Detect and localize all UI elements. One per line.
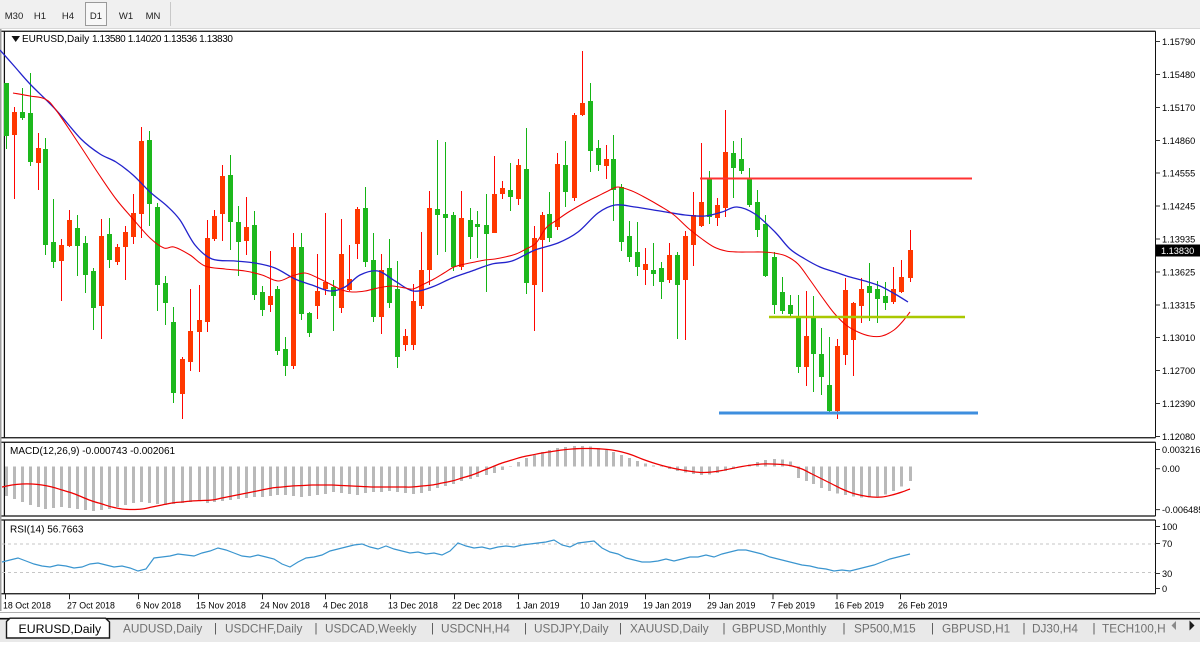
svg-text:1.13625: 1.13625 bbox=[1162, 267, 1195, 277]
svg-text:|: | bbox=[1023, 623, 1026, 635]
svg-text:AUDUSD,Daily: AUDUSD,Daily bbox=[123, 622, 202, 636]
svg-text:1.13315: 1.13315 bbox=[1162, 300, 1195, 310]
svg-text:D1: D1 bbox=[90, 11, 102, 22]
svg-text:-0.006485: -0.006485 bbox=[1162, 505, 1200, 515]
svg-text:1.15480: 1.15480 bbox=[1162, 70, 1195, 80]
svg-text:6 Nov 2018: 6 Nov 2018 bbox=[136, 600, 181, 610]
svg-text:100: 100 bbox=[1162, 522, 1177, 532]
svg-text:18 Oct 2018: 18 Oct 2018 bbox=[3, 600, 51, 610]
svg-text:0.003216: 0.003216 bbox=[1162, 445, 1200, 455]
svg-text:EURUSD,Daily: EURUSD,Daily bbox=[19, 622, 103, 636]
svg-text:USDCAD,Weekly: USDCAD,Weekly bbox=[325, 622, 417, 636]
svg-text:1 Jan 2019: 1 Jan 2019 bbox=[516, 600, 560, 610]
svg-text:EURUSD,Daily: EURUSD,Daily bbox=[22, 34, 89, 45]
svg-text:1.12390: 1.12390 bbox=[1162, 399, 1195, 409]
svg-text:1.12080: 1.12080 bbox=[1162, 432, 1195, 442]
svg-text:4 Dec 2018: 4 Dec 2018 bbox=[323, 600, 368, 610]
svg-text:29 Jan 2019: 29 Jan 2019 bbox=[707, 600, 756, 610]
svg-text:GBPUSD,Monthly: GBPUSD,Monthly bbox=[732, 622, 827, 636]
svg-text:1.14555: 1.14555 bbox=[1162, 168, 1195, 178]
svg-text:24 Nov 2018: 24 Nov 2018 bbox=[260, 600, 310, 610]
svg-text:|: | bbox=[431, 623, 434, 635]
svg-text:10 Jan 2019: 10 Jan 2019 bbox=[580, 600, 629, 610]
svg-text:1.15170: 1.15170 bbox=[1162, 103, 1195, 113]
svg-text:|: | bbox=[619, 623, 622, 635]
svg-text:1.15790: 1.15790 bbox=[1162, 37, 1195, 47]
svg-text:0: 0 bbox=[1162, 584, 1167, 594]
svg-text:15 Nov 2018: 15 Nov 2018 bbox=[196, 600, 246, 610]
svg-text:0.00: 0.00 bbox=[1162, 464, 1180, 474]
svg-text:|: | bbox=[723, 623, 726, 635]
svg-text:70: 70 bbox=[1162, 539, 1172, 549]
svg-text:H4: H4 bbox=[62, 11, 74, 22]
svg-text:MN: MN bbox=[146, 11, 161, 22]
svg-text:22 Dec 2018: 22 Dec 2018 bbox=[452, 600, 502, 610]
svg-text:19 Jan 2019: 19 Jan 2019 bbox=[643, 600, 692, 610]
svg-text:1.13010: 1.13010 bbox=[1162, 333, 1195, 343]
svg-text:DJ30,H4: DJ30,H4 bbox=[1032, 622, 1078, 636]
svg-text:1.12700: 1.12700 bbox=[1162, 366, 1195, 376]
svg-text:USDCHF,Daily: USDCHF,Daily bbox=[225, 622, 302, 636]
svg-text:26 Feb 2019: 26 Feb 2019 bbox=[898, 600, 948, 610]
svg-text:16 Feb 2019: 16 Feb 2019 bbox=[835, 600, 885, 610]
svg-text:1.13935: 1.13935 bbox=[1162, 234, 1195, 244]
svg-text:30: 30 bbox=[1162, 569, 1172, 579]
svg-text:|: | bbox=[214, 623, 217, 635]
svg-text:M30: M30 bbox=[5, 11, 23, 22]
svg-text:1.13830: 1.13830 bbox=[1161, 246, 1194, 256]
svg-text:USDJPY,Daily: USDJPY,Daily bbox=[534, 622, 609, 636]
svg-text:SP500,M15: SP500,M15 bbox=[854, 622, 916, 636]
svg-text:TECH100,H: TECH100,H bbox=[1102, 622, 1166, 636]
svg-text:|: | bbox=[1093, 623, 1096, 635]
svg-text:GBPUSD,H1: GBPUSD,H1 bbox=[942, 622, 1010, 636]
svg-text:1.14860: 1.14860 bbox=[1162, 136, 1195, 146]
svg-text:MACD(12,26,9) -0.000743 -0.002: MACD(12,26,9) -0.000743 -0.002061 bbox=[10, 446, 176, 457]
svg-text:1.14245: 1.14245 bbox=[1162, 201, 1195, 211]
svg-text:W1: W1 bbox=[119, 11, 133, 22]
svg-text:1.13580 1.14020 1.13536 1.1383: 1.13580 1.14020 1.13536 1.13830 bbox=[92, 34, 233, 45]
svg-text:XAUUSD,Daily: XAUUSD,Daily bbox=[630, 622, 709, 636]
svg-text:|: | bbox=[843, 623, 846, 635]
svg-text:13 Dec 2018: 13 Dec 2018 bbox=[388, 600, 438, 610]
svg-text:|: | bbox=[931, 623, 934, 635]
svg-text:USDCNH,H4: USDCNH,H4 bbox=[441, 622, 510, 636]
svg-text:RSI(14) 56.7663: RSI(14) 56.7663 bbox=[10, 525, 84, 536]
svg-text:7 Feb 2019: 7 Feb 2019 bbox=[771, 600, 816, 610]
svg-text:H1: H1 bbox=[34, 11, 46, 22]
svg-text:27 Oct 2018: 27 Oct 2018 bbox=[67, 600, 115, 610]
svg-text:|: | bbox=[524, 623, 527, 635]
svg-text:|: | bbox=[315, 623, 318, 635]
